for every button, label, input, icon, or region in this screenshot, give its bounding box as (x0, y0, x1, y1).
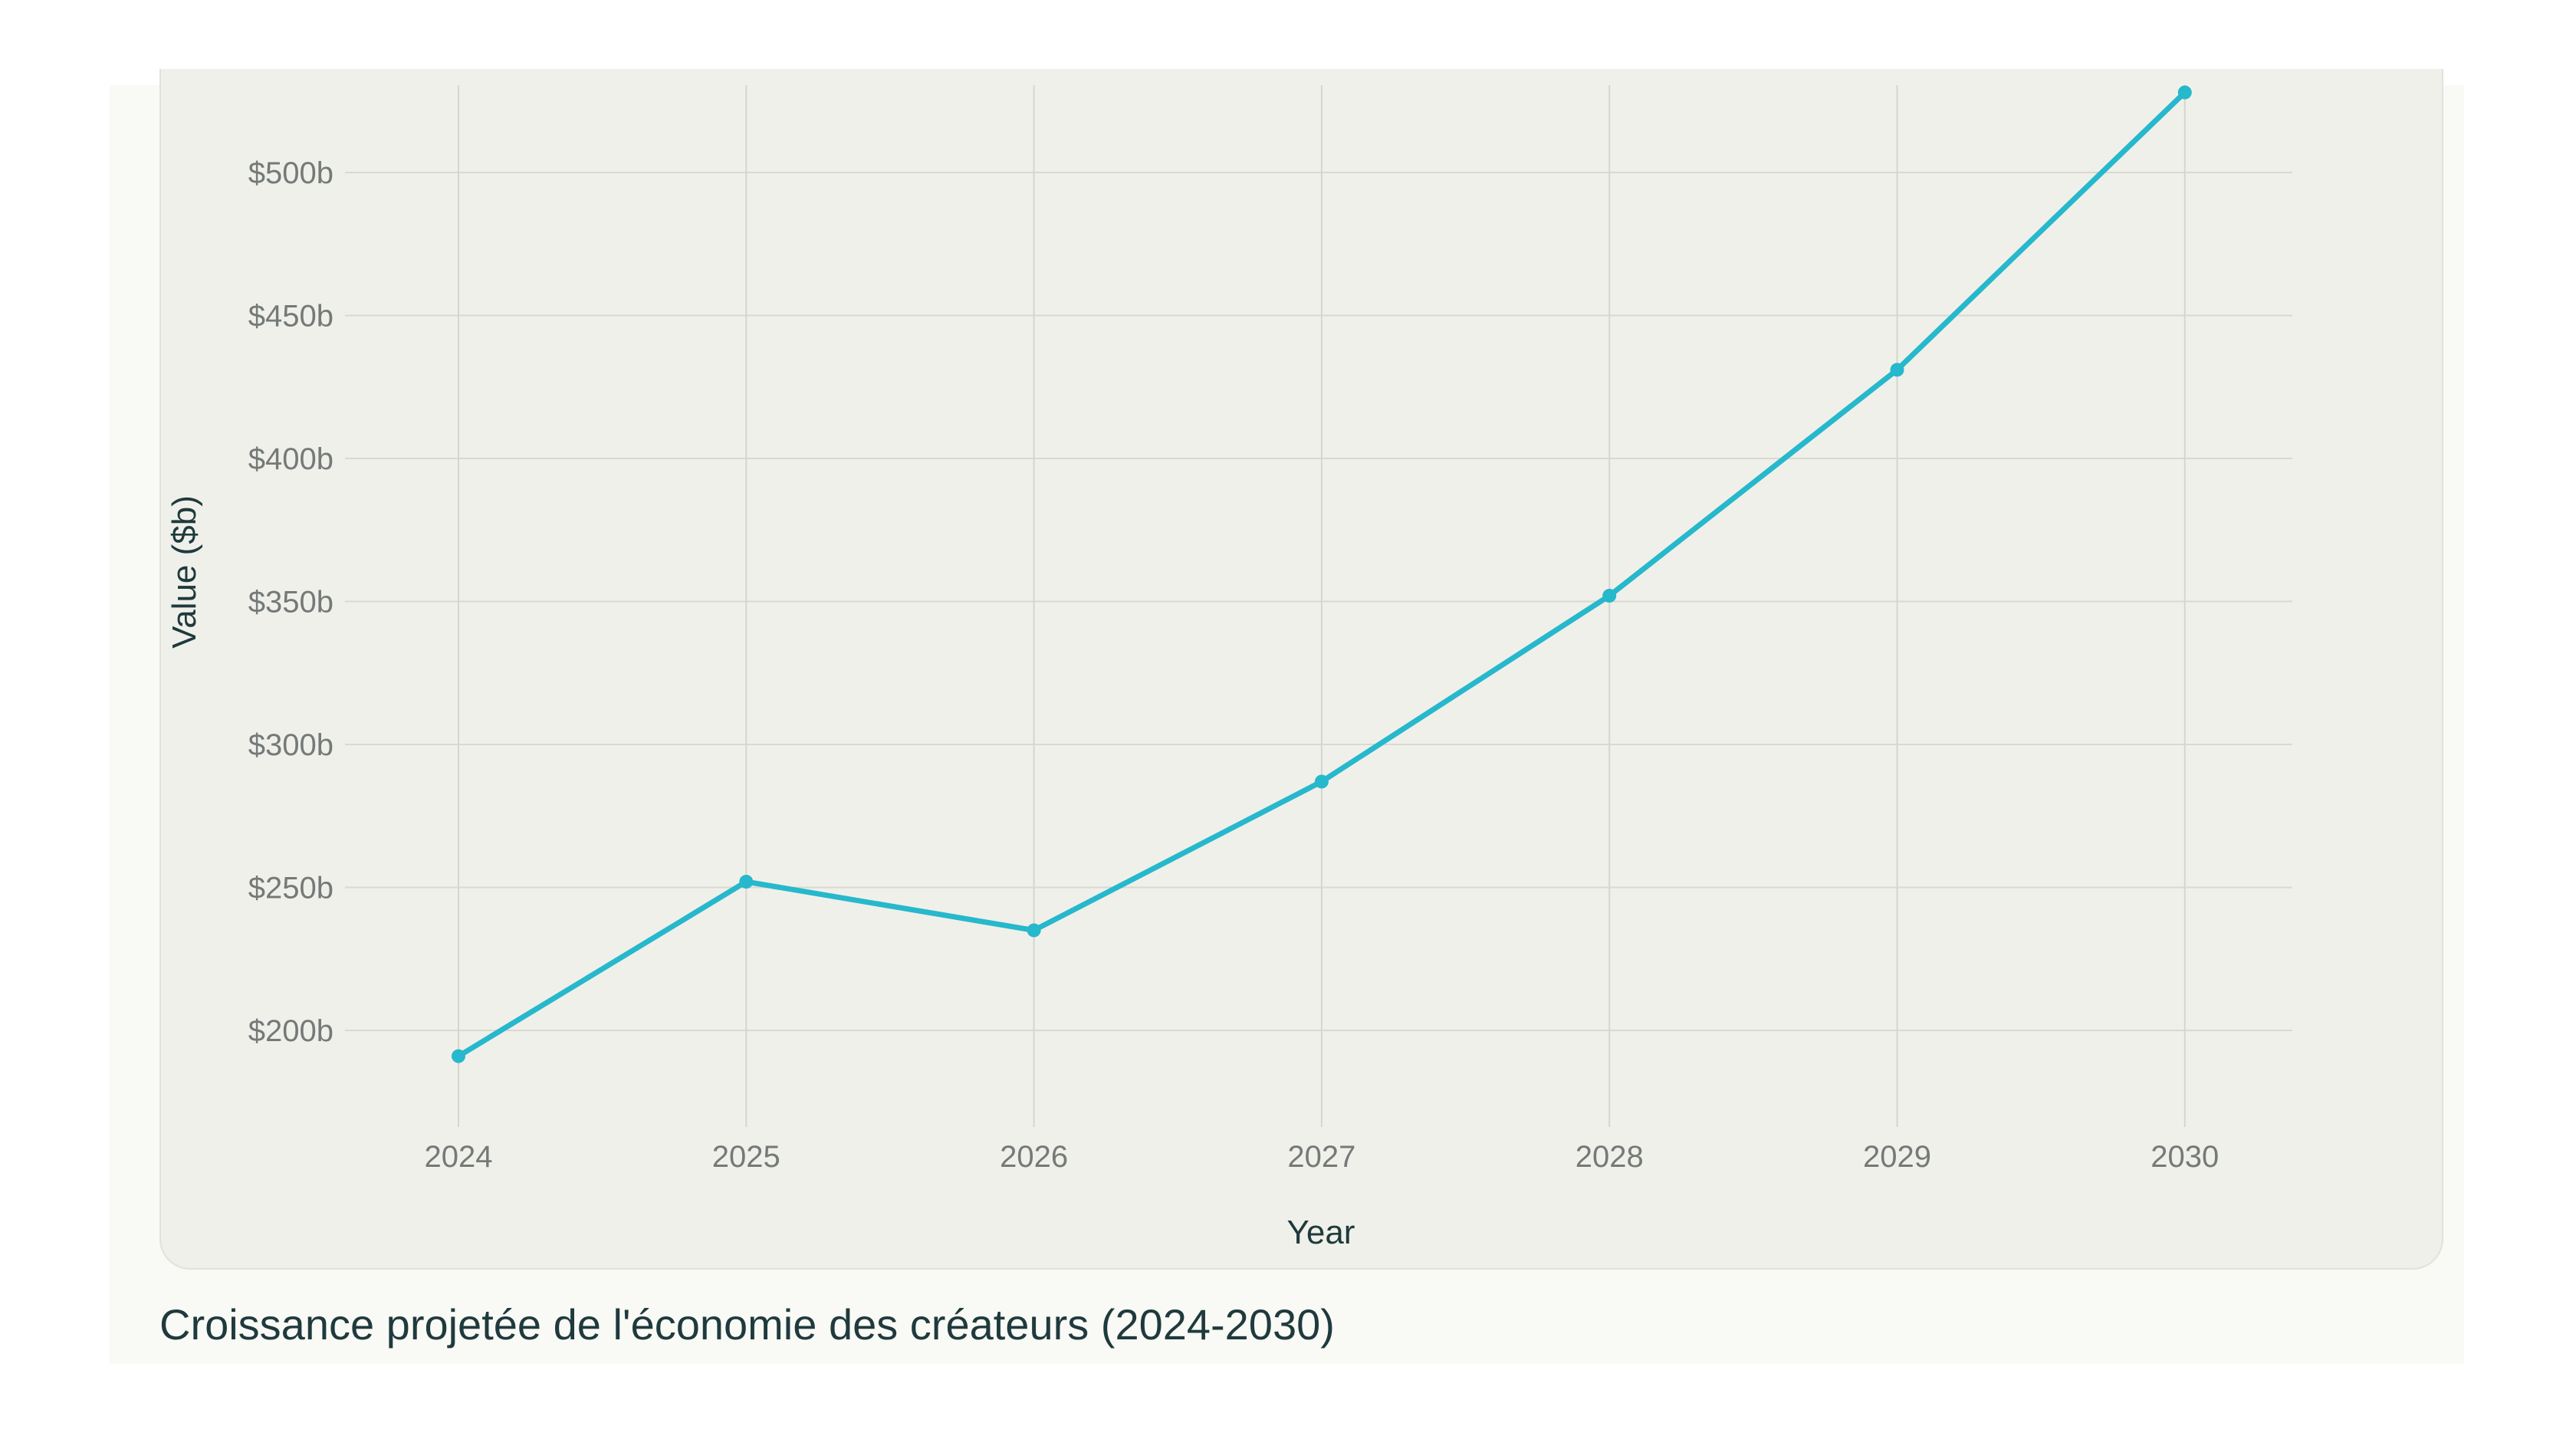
y-axis-label: Value ($b) (166, 495, 203, 649)
x-tick-label: 2026 (1000, 1140, 1068, 1174)
x-tick-label: 2025 (712, 1140, 780, 1174)
data-point (739, 875, 754, 889)
data-point (1602, 589, 1617, 603)
y-axis-ticks: $200b $250b $300b $350b $400b $450b $500b (248, 156, 334, 1048)
data-point (1027, 923, 1041, 938)
x-tick-label: 2029 (1863, 1140, 1931, 1174)
x-tick-label: 2024 (425, 1140, 493, 1174)
chart-caption: Croissance projetée de l'économie des cr… (159, 1300, 1335, 1349)
x-tick-label: 2030 (2150, 1140, 2219, 1174)
data-point (452, 1049, 465, 1063)
x-axis-ticks: 2024 2025 2026 2027 2028 2029 2030 (425, 1140, 2220, 1174)
series-value (452, 85, 2192, 1063)
y-tick-label: $400b (248, 442, 334, 476)
grid (345, 85, 2292, 1127)
y-tick-label: $250b (248, 872, 334, 905)
y-tick-label: $350b (248, 586, 334, 619)
data-point (2177, 85, 2192, 100)
y-tick-label: $200b (248, 1014, 334, 1048)
x-axis-label: Year (1287, 1214, 1355, 1251)
y-tick-label: $450b (248, 300, 334, 334)
data-point (1314, 774, 1329, 789)
data-point (1890, 363, 1904, 377)
x-tick-label: 2027 (1287, 1140, 1355, 1174)
x-tick-label: 2028 (1576, 1140, 1644, 1174)
chart-card (159, 69, 2443, 1270)
y-tick-label: $500b (248, 156, 334, 190)
y-tick-label: $300b (248, 728, 334, 762)
